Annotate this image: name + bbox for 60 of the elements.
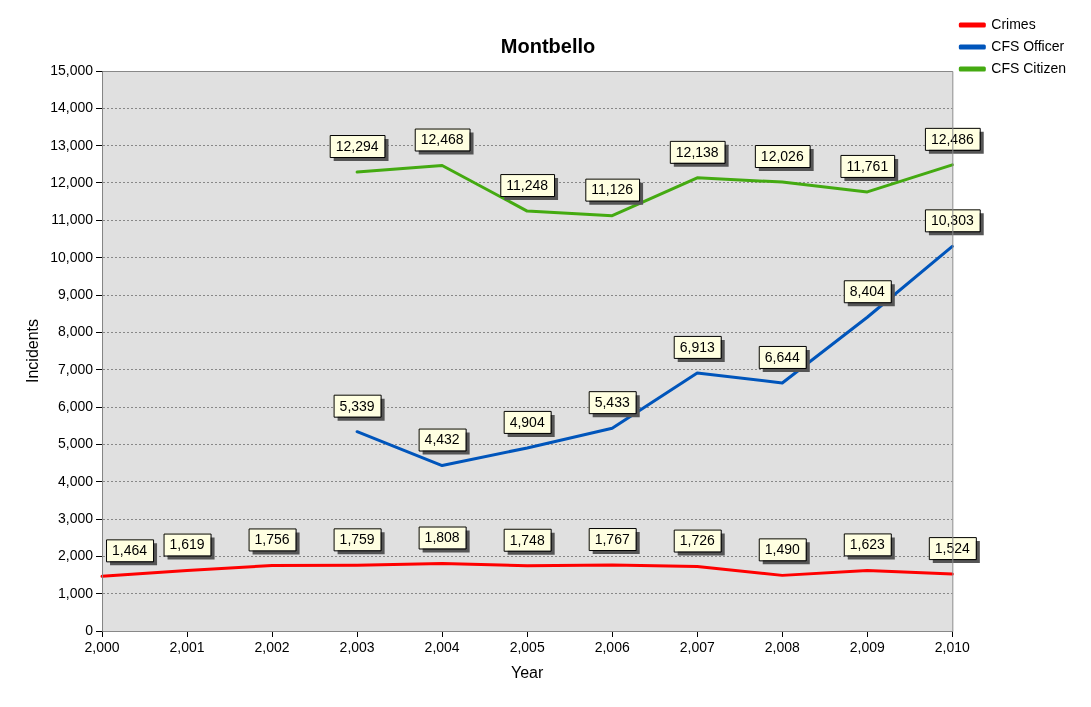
y-tick-label: 14,000 bbox=[50, 99, 94, 116]
legend-label: Crimes bbox=[991, 15, 1036, 32]
y-tick-label: 15,000 bbox=[50, 61, 94, 78]
y-tick-label: 11,000 bbox=[51, 211, 94, 228]
x-tick-label: 2,009 bbox=[849, 639, 886, 656]
data-label: 1,726 bbox=[679, 532, 715, 549]
data-label: 1,619 bbox=[169, 536, 205, 553]
data-label: 12,294 bbox=[335, 137, 379, 154]
y-tick-label: 7,000 bbox=[57, 360, 94, 377]
data-label: 11,126 bbox=[591, 181, 634, 198]
data-label: 11,248 bbox=[506, 176, 549, 193]
data-label: 1,759 bbox=[339, 531, 375, 548]
data-label: 6,644 bbox=[764, 348, 800, 365]
y-tick-label: 4,000 bbox=[57, 472, 94, 489]
y-tick-label: 9,000 bbox=[57, 285, 94, 302]
data-label: 1,767 bbox=[594, 530, 630, 547]
data-label: 1,808 bbox=[424, 529, 460, 546]
data-label: 8,404 bbox=[849, 283, 886, 300]
x-tick-label: 2,008 bbox=[764, 639, 800, 656]
y-tick-label: 6,000 bbox=[57, 397, 94, 414]
data-label: 12,026 bbox=[760, 147, 804, 164]
y-axis-title: Incidents bbox=[24, 318, 42, 384]
y-tick-label: 2,000 bbox=[57, 547, 94, 564]
data-label: 1,490 bbox=[764, 541, 800, 558]
data-label: 4,904 bbox=[509, 413, 545, 430]
data-label: 4,432 bbox=[424, 431, 460, 448]
data-label: 1,748 bbox=[509, 531, 545, 548]
x-tick-label: 2,005 bbox=[509, 639, 545, 656]
x-tick-label: 2,000 bbox=[84, 639, 120, 656]
y-tick-label: 5,000 bbox=[57, 435, 94, 452]
x-tick-label: 2,001 bbox=[169, 639, 205, 656]
legend-label: CFS Officer bbox=[991, 37, 1065, 54]
x-tick-label: 2,002 bbox=[254, 639, 290, 656]
data-label: 11,761 bbox=[846, 157, 889, 174]
x-tick-label: 2,007 bbox=[679, 639, 715, 656]
y-tick-label: 12,000 bbox=[50, 173, 94, 190]
data-label: 10,303 bbox=[930, 212, 974, 229]
data-label: 1,464 bbox=[112, 542, 148, 559]
data-label: 1,756 bbox=[254, 531, 290, 548]
data-label: 12,486 bbox=[930, 130, 974, 147]
data-label: 12,468 bbox=[420, 131, 464, 148]
y-tick-label: 1,000 bbox=[57, 584, 94, 601]
y-tick-label: 3,000 bbox=[57, 509, 94, 526]
x-tick-label: 2,004 bbox=[424, 639, 460, 656]
data-label: 1,623 bbox=[849, 536, 886, 553]
y-tick-label: 0 bbox=[85, 621, 94, 638]
legend-label: CFS Citizen bbox=[991, 59, 1066, 76]
y-tick-label: 8,000 bbox=[57, 323, 94, 340]
data-label: 5,339 bbox=[339, 397, 375, 414]
x-tick-label: 2,006 bbox=[594, 639, 630, 656]
data-label: 12,138 bbox=[675, 143, 719, 160]
y-tick-label: 10,000 bbox=[50, 248, 94, 265]
x-tick-label: 2,003 bbox=[339, 639, 375, 656]
y-tick-label: 13,000 bbox=[50, 136, 94, 153]
data-label: 6,913 bbox=[679, 338, 715, 355]
chart-title: Montbello bbox=[500, 34, 596, 57]
x-tick-label: 2,010 bbox=[934, 639, 971, 656]
x-axis-title: Year bbox=[511, 663, 544, 681]
data-label: 5,433 bbox=[594, 394, 630, 411]
data-label: 1,524 bbox=[934, 539, 971, 556]
